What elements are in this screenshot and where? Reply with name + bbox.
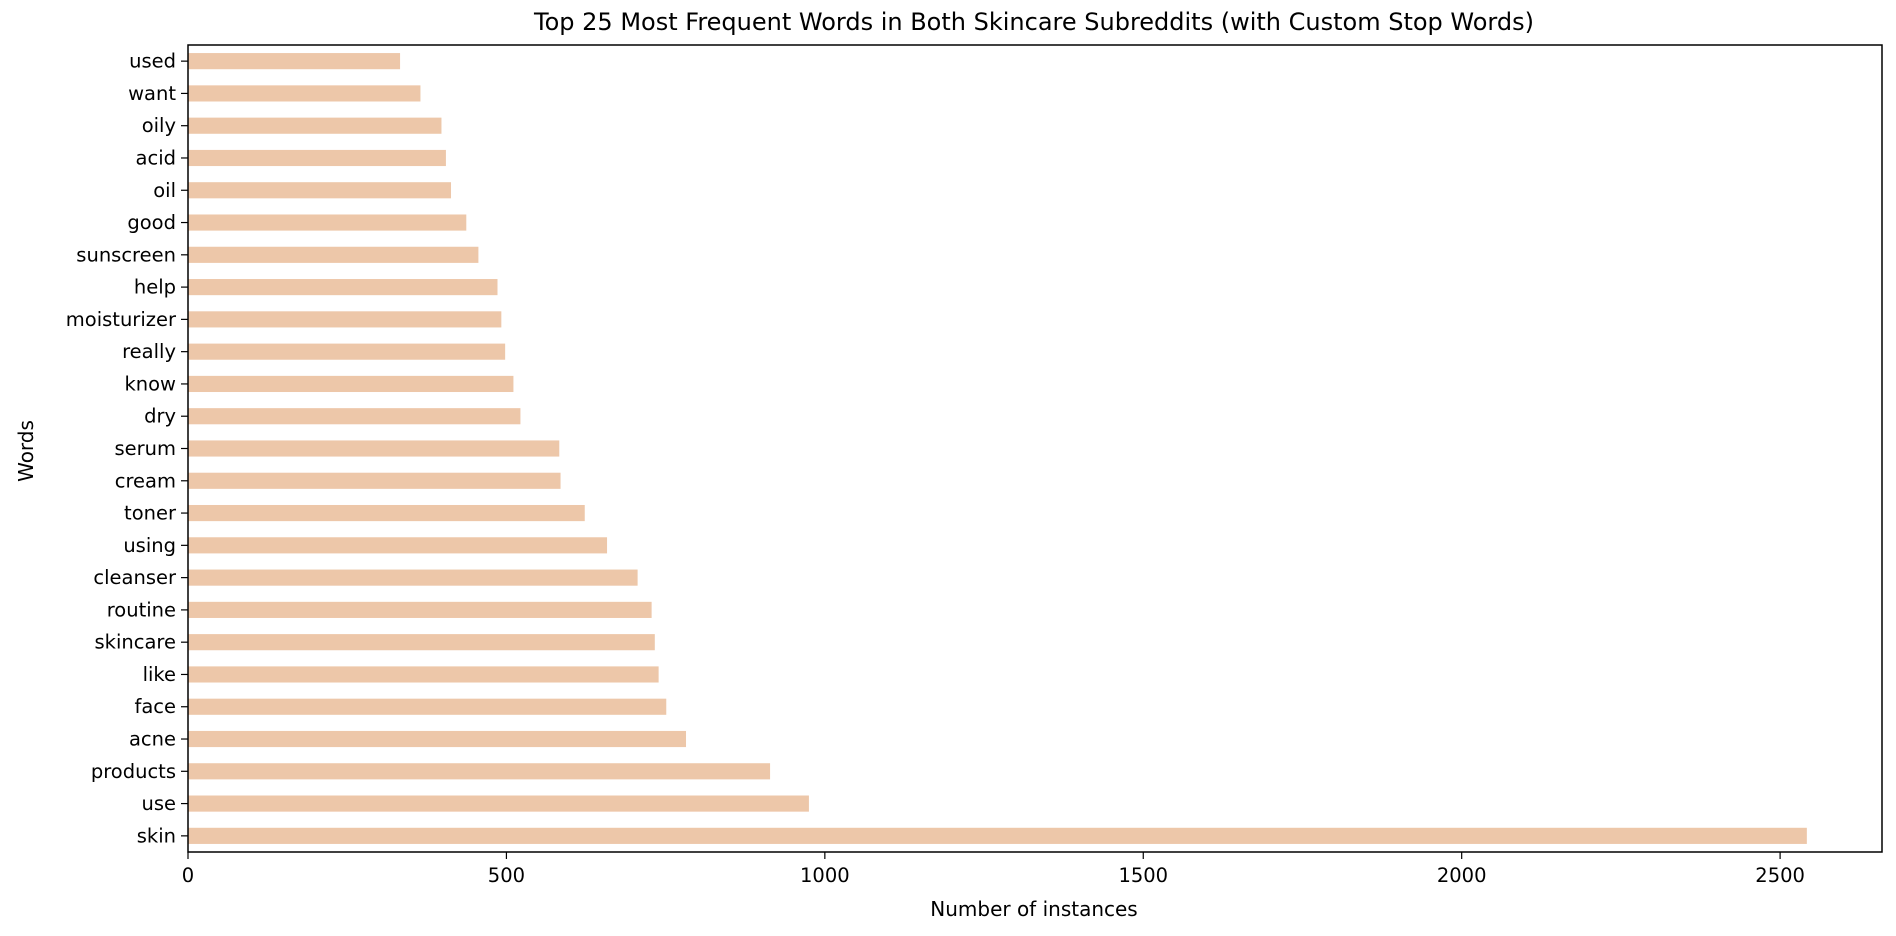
bar-acid [188, 149, 446, 167]
bar-face [188, 698, 667, 715]
y-tick-label: moisturizer [66, 308, 177, 331]
y-axis-ticks: skin use products acne face like skincare routi… [66, 50, 188, 847]
bar-help [188, 279, 498, 296]
y-tick-label: cleanser [93, 566, 177, 589]
y-tick-label: routine [107, 598, 176, 621]
x-tick-label: 500 [488, 864, 525, 887]
y-tick-label: face [134, 695, 176, 718]
bar-skin [188, 827, 1807, 844]
y-axis-label: Words [14, 420, 38, 482]
y-tick-label: oily [142, 114, 176, 137]
bar-routine [188, 601, 652, 618]
x-axis-label: Number of instances [930, 897, 1137, 921]
bar-products [188, 763, 771, 780]
y-tick-label: know [124, 372, 176, 395]
chart-title: Top 25 Most Frequent Words in Both Skinc… [533, 8, 1534, 36]
x-tick-label: 2500 [1755, 864, 1805, 887]
bar-acne [188, 730, 687, 748]
bar-cream [188, 472, 561, 489]
y-tick-label: skincare [95, 631, 177, 654]
bar-toner [188, 504, 585, 522]
y-tick-label: help [134, 276, 176, 299]
bar-know [188, 375, 514, 393]
bar-like [188, 666, 659, 683]
bar-really [188, 343, 506, 360]
y-tick-label: oil [153, 179, 176, 202]
y-tick-label: good [127, 211, 176, 234]
bar-dry [188, 408, 521, 425]
y-tick-label: toner [124, 502, 177, 525]
bar-want [188, 85, 421, 102]
x-tick-label: 2000 [1437, 864, 1487, 887]
y-tick-label: acid [136, 146, 176, 169]
bar-good [188, 214, 467, 231]
x-tick-label: 0 [182, 864, 194, 887]
y-tick-label: want [128, 82, 176, 105]
y-tick-label: skin [137, 824, 176, 847]
bar-skincare [188, 634, 655, 651]
y-tick-label: like [143, 663, 176, 686]
bar-oily [188, 117, 442, 134]
y-tick-label: cream [115, 469, 176, 492]
bar-using [188, 537, 608, 554]
bar-cleanser [188, 569, 638, 586]
bar-serum [188, 440, 560, 457]
y-tick-label: products [91, 760, 176, 783]
bar-use [188, 795, 809, 812]
bar-moisturizer [188, 311, 502, 328]
bar-used [188, 53, 401, 70]
x-tick-label: 1000 [800, 864, 850, 887]
x-axis-ticks: 0 500 1000 1500 2000 2500 [182, 852, 1805, 887]
y-tick-label: acne [129, 728, 176, 751]
bars-layer [188, 53, 1807, 844]
x-tick-label: 1500 [1118, 864, 1168, 887]
bar-oil [188, 182, 452, 199]
y-tick-label: use [141, 792, 176, 815]
y-tick-label: used [129, 50, 176, 73]
bar-sunscreen [188, 246, 479, 263]
y-tick-label: really [122, 340, 176, 363]
y-tick-label: dry [144, 405, 176, 428]
y-tick-label: using [123, 534, 176, 557]
y-tick-label: serum [114, 437, 176, 460]
y-tick-label: sunscreen [76, 243, 176, 266]
